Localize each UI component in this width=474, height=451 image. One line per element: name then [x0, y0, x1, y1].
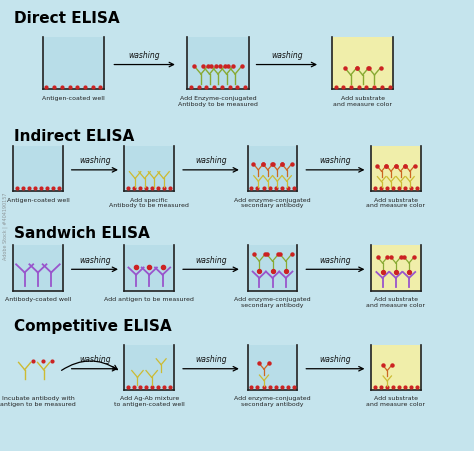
- Text: Add substrate
and measure color: Add substrate and measure color: [366, 396, 425, 406]
- Text: Antigen-coated well: Antigen-coated well: [7, 197, 69, 202]
- Bar: [247, 147, 298, 192]
- Text: Adobe Stock | #404190157: Adobe Stock | #404190157: [3, 192, 9, 259]
- Text: Add Enzyme-conjugated
Antibody to be measured: Add Enzyme-conjugated Antibody to be mea…: [178, 96, 258, 106]
- Bar: [371, 147, 420, 192]
- Bar: [371, 345, 420, 390]
- Text: Add Ag-Ab mixture
to antigen-coated well: Add Ag-Ab mixture to antigen-coated well: [114, 396, 185, 406]
- Text: Add enzyme-conjugated
secondary antibody: Add enzyme-conjugated secondary antibody: [234, 296, 311, 307]
- Bar: [247, 345, 298, 390]
- Bar: [332, 38, 393, 90]
- Text: Add substrate
and measure color: Add substrate and measure color: [366, 197, 425, 208]
- Bar: [13, 147, 63, 192]
- Bar: [124, 246, 174, 291]
- Text: Antigen-coated well: Antigen-coated well: [42, 96, 105, 101]
- Text: Add substrate
and measure color: Add substrate and measure color: [333, 96, 392, 106]
- Bar: [13, 246, 63, 291]
- Text: Add enzyme-conjugated
secondary antibody: Add enzyme-conjugated secondary antibody: [234, 197, 311, 208]
- Text: washing: washing: [319, 255, 351, 264]
- Bar: [43, 38, 104, 90]
- Bar: [371, 246, 420, 291]
- Text: Direct ELISA: Direct ELISA: [14, 11, 120, 26]
- Text: washing: washing: [319, 354, 351, 364]
- Text: Add substrate
and measure color: Add substrate and measure color: [366, 296, 425, 307]
- Bar: [124, 345, 174, 390]
- Text: Indirect ELISA: Indirect ELISA: [14, 129, 135, 143]
- Bar: [187, 38, 249, 90]
- Bar: [124, 147, 174, 192]
- Text: washing: washing: [79, 156, 110, 165]
- Text: Add enzyme-conjugated
secondary antibody: Add enzyme-conjugated secondary antibody: [234, 396, 311, 406]
- Text: washing: washing: [129, 51, 160, 60]
- Text: Sandwich ELISA: Sandwich ELISA: [14, 226, 150, 240]
- Text: washing: washing: [195, 255, 227, 264]
- Text: Incubate antibody with
antigen to be measured: Incubate antibody with antigen to be mea…: [0, 396, 76, 406]
- Text: washing: washing: [195, 354, 227, 364]
- Text: Add specific
Antibody to be measured: Add specific Antibody to be measured: [109, 197, 189, 208]
- Text: Antibody-coated well: Antibody-coated well: [5, 296, 71, 301]
- Bar: [247, 246, 298, 291]
- Text: washing: washing: [319, 156, 351, 165]
- Text: washing: washing: [195, 156, 227, 165]
- Text: washing: washing: [271, 51, 302, 60]
- Text: Competitive ELISA: Competitive ELISA: [14, 318, 172, 333]
- Text: washing: washing: [79, 354, 110, 364]
- Text: Add antigen to be measured: Add antigen to be measured: [104, 296, 194, 301]
- Text: washing: washing: [79, 255, 110, 264]
